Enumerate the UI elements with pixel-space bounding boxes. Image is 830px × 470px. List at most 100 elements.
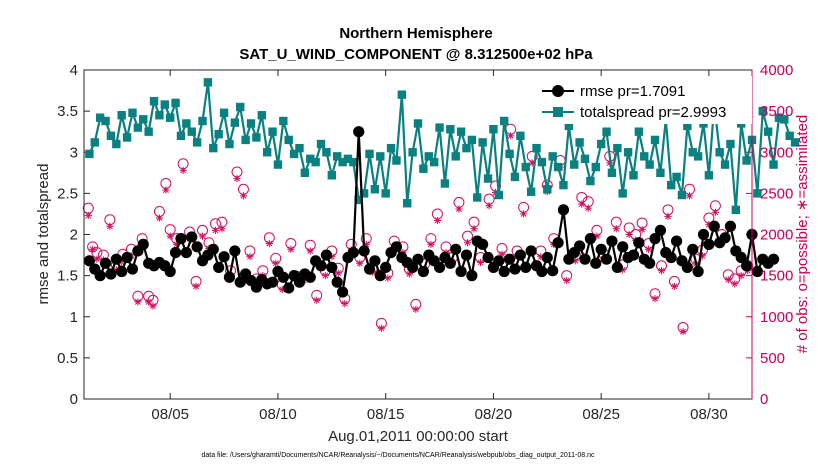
obs-assimilated-marker (571, 257, 579, 265)
totalspread-marker (203, 78, 213, 87)
totalspread-marker (666, 180, 676, 190)
totalspread-marker (753, 189, 762, 198)
rmse-marker (99, 257, 112, 269)
obs-assimilated-stroke (106, 223, 113, 230)
rmse-marker (611, 261, 623, 273)
rmse-marker (164, 265, 176, 278)
obs-assimilated-marker (485, 202, 493, 210)
totalspread-marker (176, 131, 186, 140)
y-tick-label-left: 3.5 (57, 103, 78, 120)
totalspread-marker (564, 121, 574, 131)
totalspread-marker (570, 160, 579, 169)
obs-assimilated-marker (731, 280, 739, 288)
totalspread-marker (462, 143, 471, 153)
obs-assimilated-stroke (89, 246, 96, 253)
rmse-marker (116, 265, 128, 278)
rmse-marker (627, 249, 640, 261)
obs-assimilated-stroke (427, 241, 434, 248)
rmse-marker (649, 233, 661, 245)
rmse-marker (347, 246, 359, 259)
totalspread-marker (381, 189, 390, 198)
obs-assimilated-stroke (585, 205, 592, 212)
obs-assimilated-marker (272, 259, 280, 267)
obs-assimilated-marker (519, 210, 528, 218)
totalspread-marker (499, 116, 509, 126)
rmse-marker (767, 253, 780, 265)
totalspread-marker (715, 148, 724, 157)
rmse-marker (692, 265, 704, 278)
totalspread-marker (376, 152, 385, 161)
obs-assimilated-marker (455, 205, 463, 213)
obs-assimilated-stroke (507, 132, 514, 139)
rmse-marker (450, 243, 462, 255)
totalspread-marker (640, 152, 649, 161)
totalspread-marker (553, 162, 563, 172)
rmse-marker (735, 251, 747, 264)
obs-assimilated-marker (356, 259, 364, 267)
rmse-marker (433, 261, 446, 273)
totalspread-marker (349, 157, 358, 167)
rmse-marker (213, 261, 225, 273)
obs-assimilated-marker (198, 232, 207, 240)
chart-title: Northern Hemisphere (339, 25, 492, 42)
totalspread-marker (537, 157, 547, 167)
obs-assimilated-marker (737, 272, 745, 280)
obs-assimilated-marker (638, 225, 646, 234)
totalspread-marker (128, 108, 137, 117)
obs-assimilated-stroke (145, 298, 152, 305)
totalspread-marker (403, 199, 412, 208)
totalspread-marker (284, 135, 293, 145)
obs-assimilated-marker (427, 240, 435, 248)
totalspread-marker (101, 116, 110, 126)
totalspread-marker (429, 157, 439, 167)
totalspread-marker (171, 98, 180, 108)
totalspread-marker (209, 143, 218, 153)
y-axis-label-left: rmse and totalspread (35, 164, 52, 305)
totalspread-marker (370, 185, 380, 194)
y-tick-label-left: 1 (70, 309, 78, 326)
obs-assimilated-marker (321, 272, 329, 280)
obs-assimilated-stroke (322, 272, 329, 279)
rmse-marker (180, 246, 192, 259)
totalspread-marker (359, 189, 369, 198)
y-tick-label-right: 500 (760, 350, 785, 367)
obs-assimilated-stroke (234, 175, 240, 182)
obs-assimilated-marker (166, 232, 174, 240)
totalspread-marker (510, 172, 520, 182)
rmse-marker (380, 261, 392, 273)
rmse-marker (229, 245, 241, 257)
obs-assimilated-marker (89, 245, 97, 253)
totalspread-marker (106, 131, 116, 140)
totalspread-marker (236, 102, 245, 112)
obs-assimilated-marker (341, 299, 349, 308)
rmse-marker (536, 265, 548, 278)
obs-assimilated-marker (563, 276, 571, 285)
y-tick-label-left: 3 (70, 144, 78, 161)
totalspread-marker (139, 115, 148, 124)
totalspread-marker (548, 152, 557, 161)
obs-assimilated-stroke (613, 225, 620, 232)
totalspread-marker (672, 172, 681, 182)
totalspread-marker (230, 118, 240, 127)
obs-assimilated-stroke (738, 272, 745, 279)
obs-assimilated-marker (711, 208, 719, 216)
obs-assimilated-marker (584, 204, 592, 212)
rmse-marker (665, 251, 677, 264)
totalspread-marker (505, 149, 514, 159)
x-axis-label: Aug.01,2011 00:00:00 start (328, 428, 509, 445)
obs-assimilated-marker (685, 192, 694, 200)
totalspread-marker (322, 148, 331, 157)
obs-assimilated-marker (433, 216, 441, 225)
rmse-marker (697, 228, 710, 241)
obs-assimilated-stroke (85, 212, 92, 219)
totalspread-marker (688, 148, 697, 157)
obs-assimilated-stroke (572, 257, 579, 264)
totalspread-marker (365, 149, 374, 159)
obs-assimilated-stroke (563, 277, 570, 284)
rmse-marker (417, 265, 429, 278)
obs-assimilated-stroke (665, 213, 671, 220)
obs-assimilated-stroke (384, 275, 391, 282)
totalspread-marker (780, 115, 789, 124)
obs-assimilated-marker (239, 192, 248, 200)
y-tick-label-right: 2000 (760, 227, 793, 244)
